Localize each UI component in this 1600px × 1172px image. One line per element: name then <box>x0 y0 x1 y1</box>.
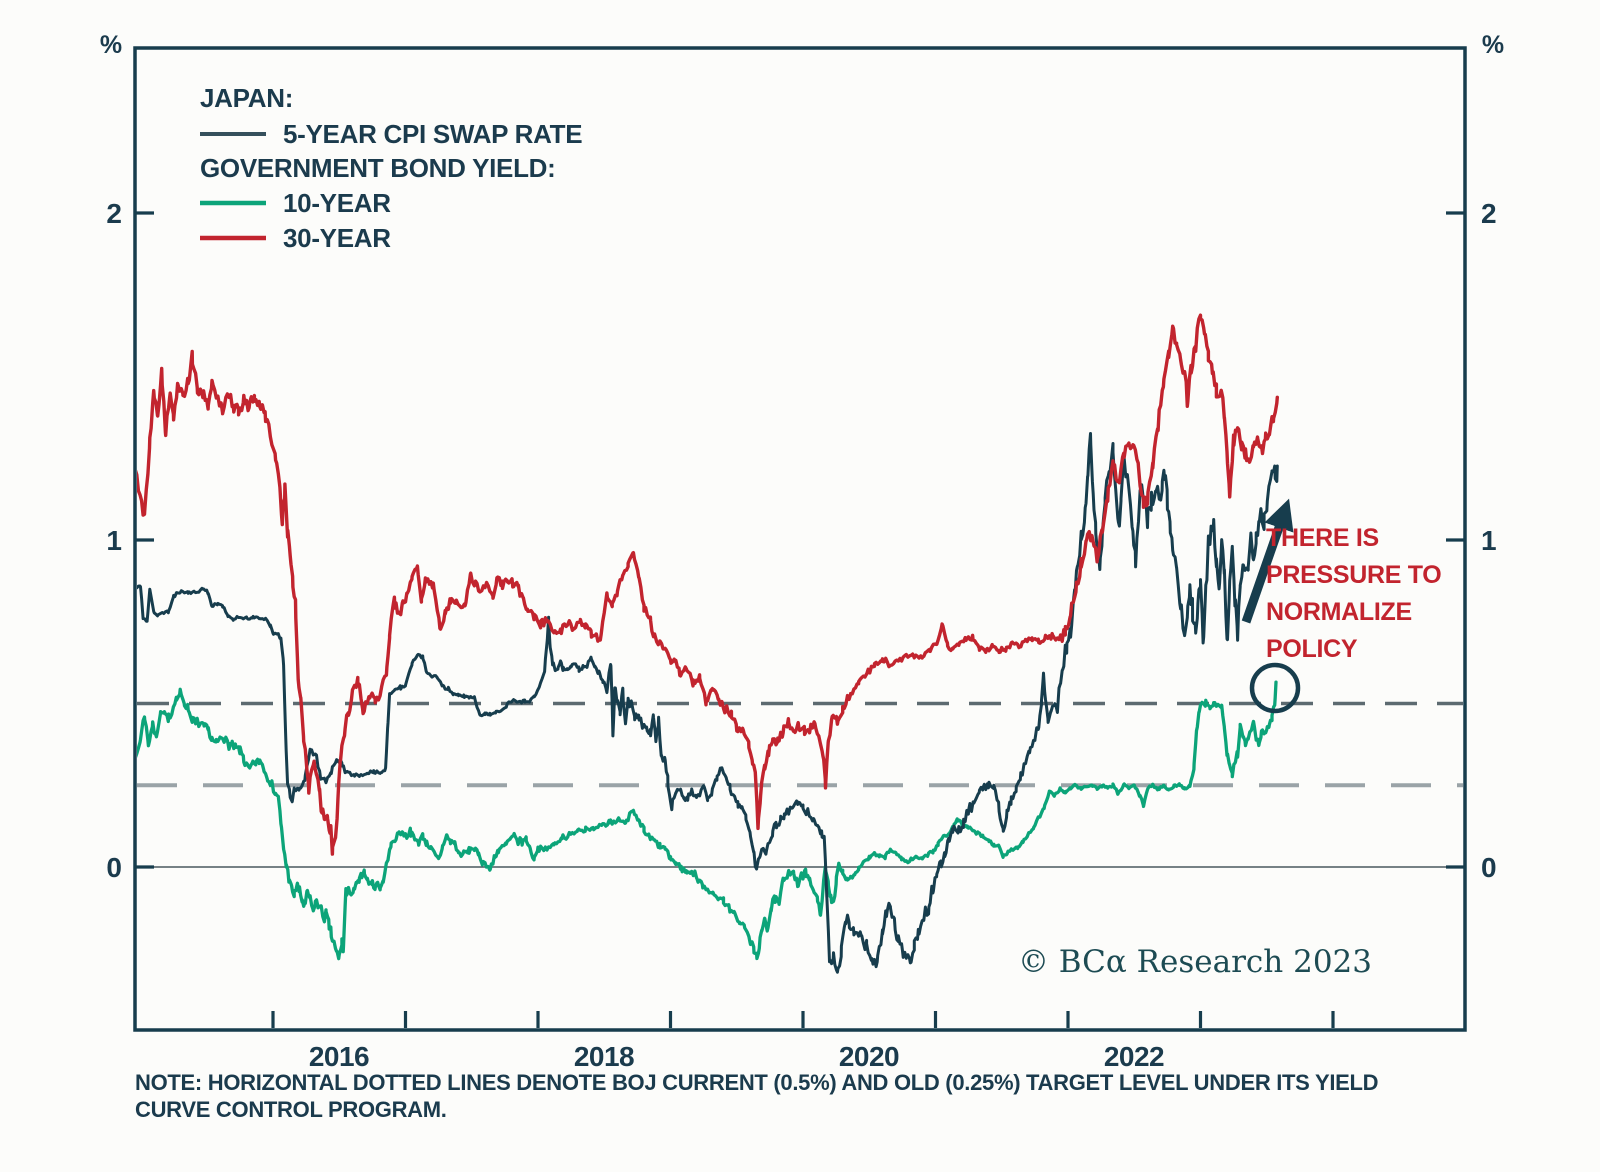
legend-group-japan: JAPAN: <box>200 83 293 113</box>
annotation-line-3: NORMALIZE <box>1266 598 1412 626</box>
annotation-line-2: PRESSURE TO <box>1266 561 1441 589</box>
x-label-2016: 2016 <box>309 1041 369 1072</box>
endpoint-highlight-circle <box>1249 662 1301 714</box>
y-label-0-left: 0 <box>106 852 122 883</box>
pressure-arrow <box>1241 498 1294 624</box>
y-axis-labels-right: 2 1 0 <box>1481 198 1497 883</box>
annotation-line-4: POLICY <box>1266 635 1358 663</box>
x-label-2022: 2022 <box>1104 1041 1164 1072</box>
legend-group-bond-yield: GOVERNMENT BOND YIELD: <box>200 153 556 183</box>
x-label-2018: 2018 <box>574 1041 634 1072</box>
annotation-line-1: THERE IS <box>1266 524 1379 552</box>
footnote: NOTE: HORIZONTAL DOTTED LINES DENOTE BOJ… <box>135 1070 1379 1122</box>
copyright-text: © BCα Research 2023 <box>1018 944 1372 980</box>
y-axis-labels-left: 2 1 0 <box>106 198 122 883</box>
x-axis-labels: 2016 2018 2020 2022 <box>309 1041 1165 1072</box>
y-label-0-right: 0 <box>1481 852 1497 883</box>
x-axis-ticks <box>271 1011 1335 1028</box>
series-30-year-jgb <box>137 313 1280 856</box>
y-axis-ticks-right <box>1446 211 1465 869</box>
legend-label-10-year: 10-YEAR <box>283 188 391 218</box>
series-5-year-cpi-swap <box>137 432 1279 974</box>
series-10-year-jgb <box>137 680 1278 961</box>
y-label-2-left: 2 <box>106 198 122 229</box>
x-label-2020: 2020 <box>839 1041 899 1072</box>
series-lines <box>137 313 1280 974</box>
footnote-line-1: NOTE: HORIZONTAL DOTTED LINES DENOTE BOJ… <box>135 1070 1378 1095</box>
legend: JAPAN: 5-YEAR CPI SWAP RATE GOVERNMENT B… <box>200 83 583 253</box>
y-axis-ticks-left <box>135 211 154 869</box>
unit-label-right: % <box>1482 31 1504 59</box>
footnote-line-2: CURVE CONTROL PROGRAM. <box>135 1097 447 1122</box>
y-label-1-right: 1 <box>1481 525 1497 556</box>
legend-label-30-year: 30-YEAR <box>283 223 391 253</box>
annotation-group: THERE IS PRESSURE TO NORMALIZE POLICY <box>1241 498 1442 714</box>
y-label-2-right: 2 <box>1481 198 1497 229</box>
unit-label-left: % <box>100 31 122 59</box>
y-label-1-left: 1 <box>106 525 122 556</box>
legend-label-swap: 5-YEAR CPI SWAP RATE <box>283 119 582 149</box>
reference-lines <box>137 701 1463 868</box>
